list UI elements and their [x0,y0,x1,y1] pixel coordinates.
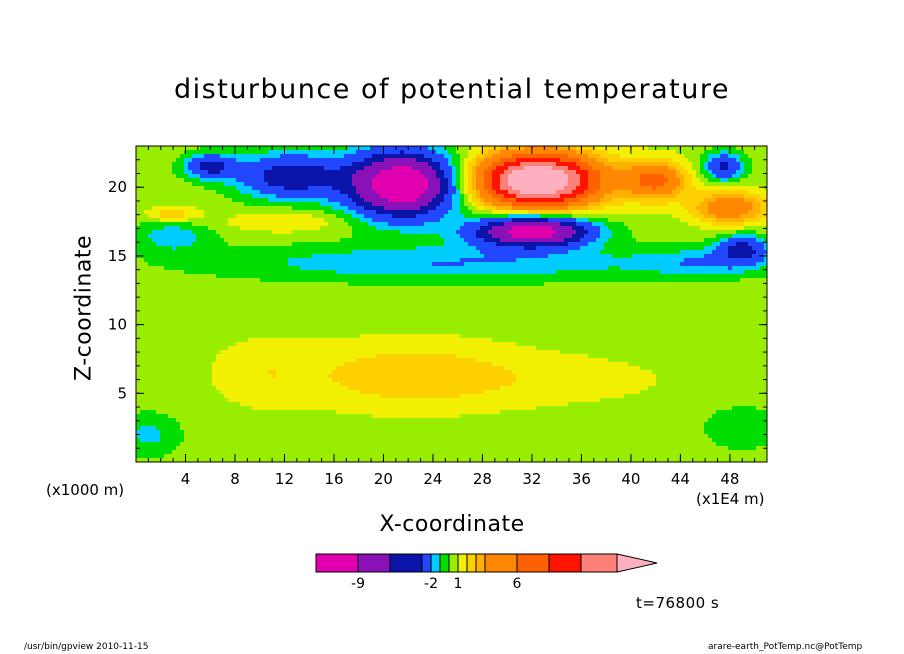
colorbar-extend-arrow [616,553,658,573]
colorbar-swatch-0 [315,553,359,573]
x-tick-label: 28 [473,470,492,488]
y-tick-label: 10 [108,316,127,334]
colorbar-swatch-10 [484,553,518,573]
time-label: t=76800 s [636,594,720,612]
colorbar-tick-label: 1 [454,576,463,592]
y-tick-label: 20 [108,178,127,196]
chart-title: disturbunce of potential temperature [174,74,730,105]
x-tick-label: 44 [671,470,690,488]
y-tick-label: 5 [117,384,127,402]
contour-fill [136,146,768,463]
footer-source: arare-earth_PotTemp.nc@PotTemp [708,642,863,652]
footer-program: /usr/bin/gpview 2010-11-15 [24,642,149,652]
colorbar-swatch-2 [389,553,423,573]
x-tick-label: 32 [522,470,541,488]
y-tick-label: 15 [108,247,127,265]
colorbar-swatch-6 [448,553,459,573]
x-scale-label: (x1E4 m) [696,490,765,508]
colorbar-swatch-9 [475,553,486,573]
x-tick-label: 4 [181,470,191,488]
colorbar-swatch-13 [580,553,618,573]
colorbar-swatch-8 [466,553,477,573]
colorbar-swatch-3 [421,553,432,573]
colorbar-swatch-5 [439,553,450,573]
y-axis-label: Z-coordinate [71,235,97,381]
x-tick-label: 48 [720,470,739,488]
colorbar-tick-label: 6 [513,576,522,592]
x-tick-label: 12 [275,470,294,488]
colorbar-swatch-1 [357,553,391,573]
colorbar-swatch-7 [457,553,468,573]
x-tick-label: 8 [230,470,240,488]
x-tick-label: 16 [324,470,343,488]
x-tick-label: 24 [423,470,442,488]
plot-frame [135,145,768,463]
colorbar-tick-label: -9 [351,576,365,592]
x-tick-label: 20 [374,470,393,488]
x-axis-label: X-coordinate [379,512,525,537]
x-tick-label: 40 [621,470,640,488]
colorbar-swatch-12 [548,553,582,573]
x-tick-label: 36 [572,470,591,488]
colorbar-swatch-4 [430,553,441,573]
x-unit-label: (x1000 m) [46,481,125,499]
colorbar-swatch-11 [516,553,550,573]
colorbar-tick-label: -2 [424,576,438,592]
